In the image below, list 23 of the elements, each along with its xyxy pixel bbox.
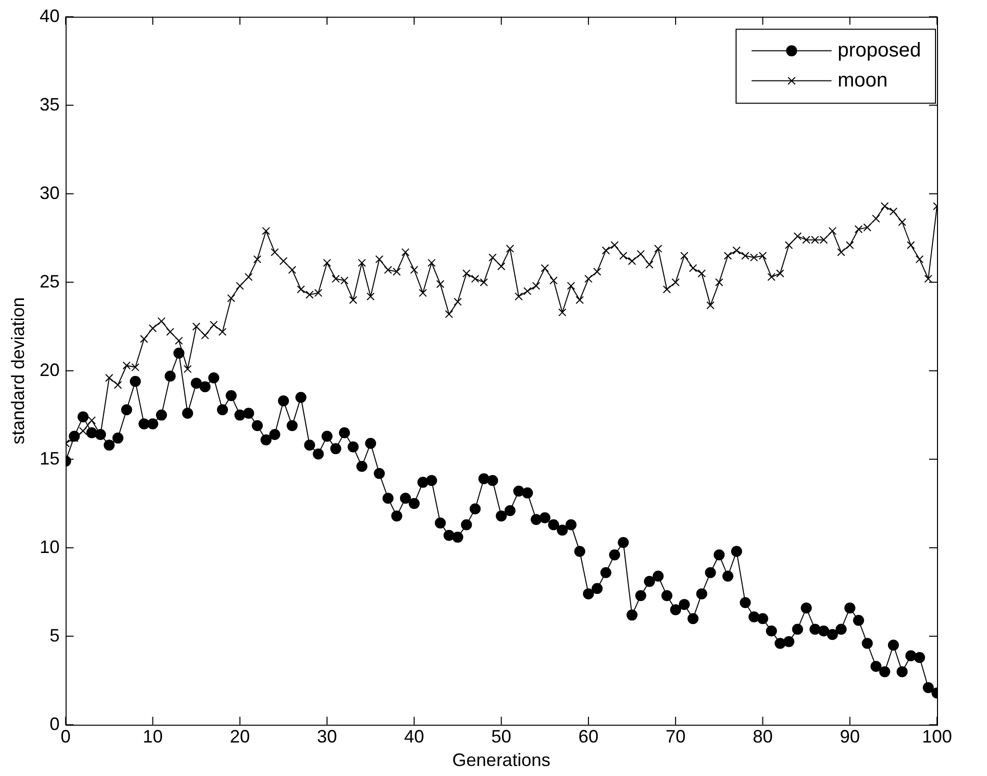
- y-tick-label: 10: [40, 536, 60, 557]
- y-tick-label: 40: [40, 6, 60, 26]
- x-tick-label: 30: [317, 726, 338, 747]
- legend-label: moon: [838, 69, 888, 92]
- x-tick-label: 10: [142, 726, 163, 747]
- y-tick-label: 5: [50, 625, 60, 646]
- y-tick-label: 25: [40, 271, 60, 292]
- x-tick-label: 70: [666, 726, 686, 747]
- x-tick-label: 20: [230, 726, 250, 747]
- x-axis-title: Generations: [452, 750, 550, 770]
- x-tick-label: 60: [578, 726, 598, 747]
- y-tick-label: 0: [50, 714, 60, 734]
- y-tick-label: 15: [40, 448, 60, 468]
- y-axis-title: standard deviation: [8, 297, 28, 444]
- x-tick-label: 40: [404, 726, 424, 747]
- y-tick-label: 35: [40, 94, 60, 114]
- legend-label: proposed: [838, 39, 922, 62]
- x-tick-label: 100: [922, 726, 952, 747]
- y-tick-label: 30: [40, 182, 60, 203]
- x-tick-label: 90: [840, 726, 860, 747]
- x-tick-label: 50: [491, 726, 512, 747]
- y-tick-label: 20: [40, 360, 60, 380]
- x-tick-label: 80: [752, 726, 773, 747]
